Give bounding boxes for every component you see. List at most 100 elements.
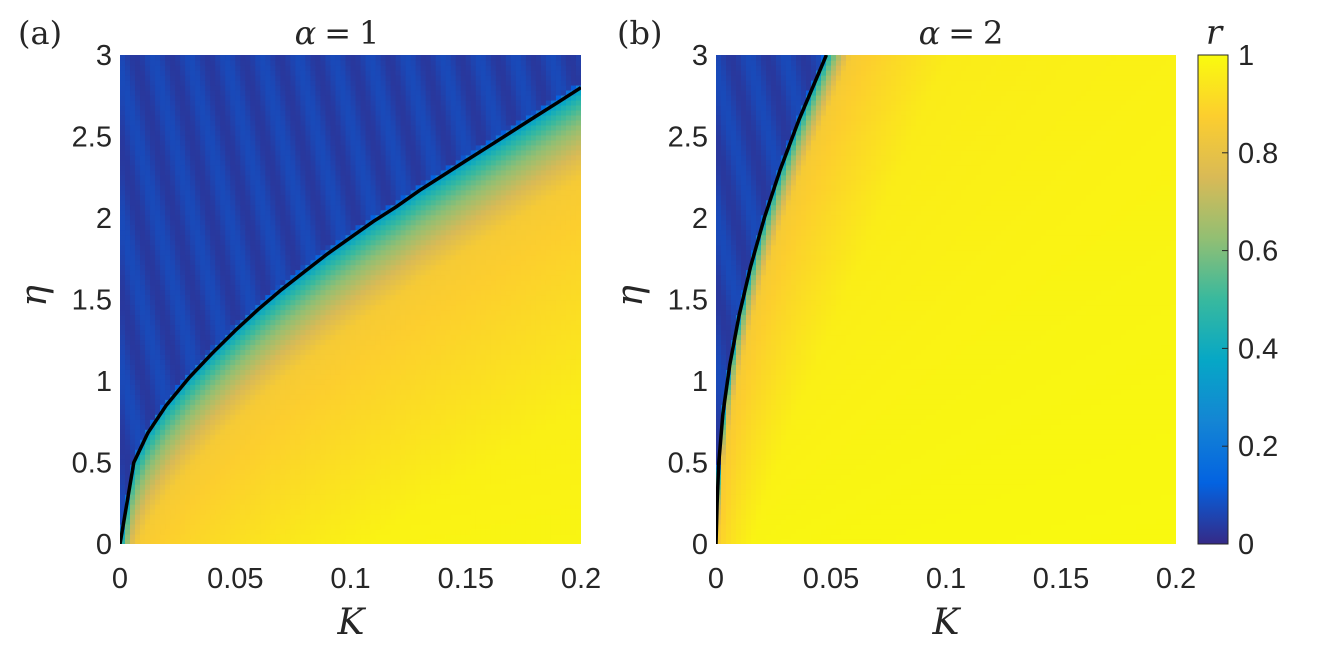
heatmap-cell — [170, 59, 176, 66]
heatmap-cell — [345, 404, 352, 410]
heatmap-cell — [165, 99, 171, 106]
heatmap-cell — [150, 499, 156, 505]
heatmap-cell — [325, 149, 332, 156]
heatmap-cell — [270, 514, 276, 520]
heatmap-cell — [235, 139, 241, 146]
heatmap-cell — [335, 439, 342, 445]
heatmap-cell — [290, 464, 296, 470]
heatmap-cell — [325, 364, 332, 370]
heatmap-cell — [225, 214, 231, 221]
heatmap-cell — [350, 319, 357, 326]
heatmap-cell — [370, 389, 377, 395]
heatmap-cell — [325, 409, 332, 415]
heatmap-cell — [295, 344, 301, 350]
heatmap-cell — [150, 159, 156, 166]
heatmap-cell — [240, 309, 246, 316]
heatmap-cell — [265, 454, 271, 460]
heatmap-cell — [335, 199, 342, 206]
heatmap-cell — [315, 184, 322, 191]
heatmap-cell — [355, 409, 362, 415]
heatmap-cell — [260, 474, 266, 480]
heatmap-cell — [320, 444, 327, 450]
heatmap-cell — [210, 224, 216, 231]
heatmap-cell — [285, 539, 291, 544]
heatmap-cell — [360, 489, 367, 495]
heatmap-cell — [125, 294, 131, 301]
heatmap-cell — [275, 244, 281, 251]
heatmap-cell — [205, 369, 211, 375]
heatmap-cell — [290, 399, 296, 405]
heatmap-cell — [125, 384, 131, 390]
heatmap-cell — [215, 424, 221, 430]
heatmap-cell — [300, 344, 306, 350]
heatmap-cell — [310, 474, 317, 480]
heatmap-cell — [120, 454, 126, 460]
heatmap-cell — [160, 224, 166, 231]
heatmap-cell — [205, 434, 211, 440]
heatmap-cell — [275, 119, 281, 126]
heatmap-cell — [190, 159, 196, 166]
heatmap-cell — [285, 114, 291, 121]
heatmap-cell — [235, 359, 241, 365]
heatmap-cell — [230, 339, 236, 346]
heatmap-cell — [200, 144, 206, 151]
heatmap-cell — [325, 144, 332, 151]
heatmap-cell — [260, 519, 266, 525]
heatmap-cell — [230, 149, 236, 156]
heatmap-cell — [145, 184, 151, 191]
heatmap-cell — [305, 514, 312, 520]
heatmap-cell — [155, 244, 161, 251]
heatmap-cell — [335, 259, 342, 266]
heatmap-cell — [190, 139, 196, 146]
heatmap-cell — [270, 339, 276, 346]
heatmap-cell — [315, 349, 322, 355]
heatmap-cell — [150, 354, 156, 360]
heatmap-cell — [270, 129, 276, 136]
heatmap-cell — [370, 359, 377, 365]
heatmap-cell — [155, 99, 161, 106]
heatmap-cell — [360, 399, 367, 405]
heatmap-cell — [195, 214, 201, 221]
heatmap-cell — [240, 414, 246, 420]
heatmap-cell — [295, 114, 301, 121]
heatmap-cell — [305, 474, 312, 480]
heatmap-cell — [365, 349, 372, 355]
heatmap-cell — [155, 484, 161, 490]
heatmap-cell — [160, 274, 166, 281]
heatmap-cell — [190, 289, 196, 296]
heatmap-cell — [130, 184, 136, 191]
heatmap-cell — [305, 339, 312, 346]
heatmap-cell — [185, 189, 191, 196]
heatmap-cell — [140, 279, 146, 286]
heatmap-cell — [245, 444, 251, 450]
heatmap-cell — [120, 55, 126, 61]
heatmap-cell — [210, 304, 216, 311]
heatmap-cell — [165, 69, 171, 76]
heatmap-cell — [320, 344, 327, 350]
heatmap-cell — [120, 444, 126, 450]
heatmap-cell — [130, 89, 136, 96]
heatmap-cell — [350, 484, 357, 490]
heatmap-cell — [320, 459, 327, 465]
heatmap-cell — [160, 99, 166, 106]
heatmap-cell — [245, 169, 251, 176]
heatmap-cell — [270, 304, 276, 311]
heatmap-cell — [355, 184, 362, 191]
heatmap-cell — [125, 424, 131, 430]
heatmap-cell — [155, 144, 161, 151]
heatmap-cell — [275, 174, 281, 181]
heatmap-cell — [155, 219, 161, 226]
heatmap-cell — [165, 244, 171, 251]
heatmap-cell — [310, 284, 317, 291]
heatmap-cell — [130, 314, 136, 321]
heatmap-cell — [160, 469, 166, 475]
heatmap-cell — [150, 309, 156, 316]
heatmap-cell — [245, 84, 251, 91]
heatmap-cell — [200, 439, 206, 445]
heatmap-cell — [175, 99, 181, 106]
heatmap-cell — [275, 384, 281, 390]
heatmap-cell — [190, 469, 196, 475]
heatmap-cell — [185, 149, 191, 156]
heatmap-cell — [160, 249, 166, 256]
heatmap-cell — [340, 199, 347, 206]
